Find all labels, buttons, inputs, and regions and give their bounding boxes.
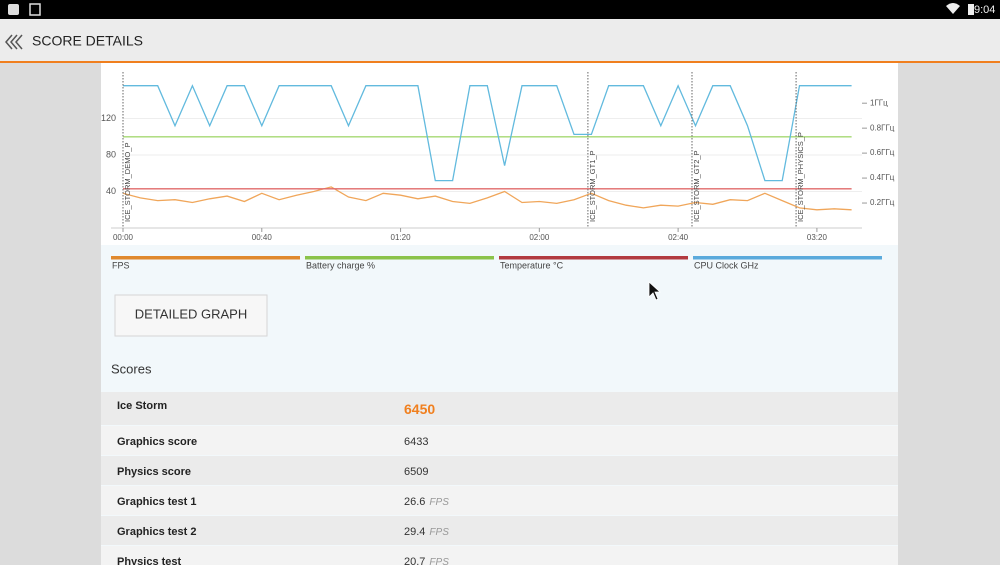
y-tick-label: 120: [101, 113, 116, 123]
wifi-icon: [946, 3, 960, 14]
y2-tick-label: 0.4ГГц: [870, 173, 895, 182]
status-time: 9:04: [974, 4, 995, 16]
score-value: 6433: [404, 436, 428, 448]
score-row: [101, 426, 898, 455]
legend-label: Battery charge %: [306, 260, 375, 270]
score-row: [101, 456, 898, 485]
y-tick-label: 80: [106, 149, 116, 159]
marker-label: ICE_STORM_GT1_P: [588, 150, 597, 222]
x-tick-label: 01:20: [391, 233, 412, 242]
battery-icon: [968, 4, 974, 15]
marker-label: ICE_STORM_DEMO_P: [123, 143, 132, 222]
x-tick-label: 03:20: [807, 233, 828, 242]
series-line: [122, 186, 852, 211]
y2-tick-label: 0.6ГГц: [870, 148, 895, 157]
score-number: 6509: [404, 466, 428, 478]
x-tick-label: 02:00: [529, 233, 550, 242]
score-value: 20.7 FPS: [404, 556, 449, 565]
app-bar-title: SCORE DETAILS: [32, 33, 143, 49]
status-bar: [0, 0, 1000, 19]
chart-area: [101, 63, 898, 245]
score-number: 29.4: [404, 526, 425, 538]
score-number: 26.6: [404, 496, 425, 508]
status-icon: [29, 3, 41, 16]
score-row: [101, 516, 898, 545]
x-tick-label: 00:00: [113, 233, 134, 242]
chart: 40 80 120 0.2ГГц 0.4ГГц 0.6ГГц 0.8ГГц 1ГГц 00:00…: [101, 72, 895, 242]
score-number: 6433: [404, 436, 428, 448]
y2-tick-label: 0.2ГГц: [870, 198, 895, 207]
y2-tick-label: 0.8ГГц: [870, 123, 895, 132]
score-name: Physics score: [117, 466, 191, 478]
series-line: [123, 84, 852, 182]
legend-swatch: [499, 256, 688, 260]
score-name: Ice Storm: [117, 400, 167, 412]
score-name: Graphics test 2: [117, 526, 196, 538]
y-tick-label: 40: [106, 186, 116, 196]
score-name: Graphics test 1: [117, 496, 196, 508]
score-value: 26.6 FPS: [404, 496, 449, 508]
legend-swatch: [693, 256, 882, 260]
legend-swatch: [111, 256, 300, 260]
marker-label: ICE_STORM_PHYSICS_P: [796, 132, 805, 222]
score-value: 6509: [404, 466, 428, 478]
mouse-cursor: [648, 281, 662, 301]
scores-table: Ice Storm 6450 Graphics score 6433 Physics s…: [101, 392, 898, 565]
score-unit: FPS: [429, 557, 449, 565]
score-row: [101, 392, 898, 425]
score-row: [101, 486, 898, 515]
legend: FPS Battery charge % Temperature °C CPU Clo…: [111, 256, 882, 270]
score-value: 6450: [404, 401, 435, 417]
score-number: 6450: [404, 401, 435, 417]
x-tick-label: 02:40: [668, 233, 689, 242]
back-button[interactable]: [5, 34, 23, 50]
app-bar-accent: [0, 61, 1000, 63]
detailed-graph-button[interactable]: [114, 294, 268, 337]
y2-tick-label: 1ГГц: [870, 98, 888, 107]
score-value: 29.4 FPS: [404, 526, 449, 538]
legend-label: Temperature °C: [500, 260, 564, 270]
x-tick-label: 00:40: [252, 233, 273, 242]
score-row: [101, 546, 898, 565]
button-label: DETAILED GRAPH: [135, 306, 247, 321]
legend-swatch: [305, 256, 494, 260]
marker-label: ICE_STORM_GT2_P: [692, 150, 701, 222]
score-unit: FPS: [429, 527, 449, 538]
legend-label: FPS: [112, 260, 130, 270]
app-bar: [0, 19, 1000, 62]
score-name: Graphics score: [117, 436, 197, 448]
scores-title: Scores: [111, 361, 152, 376]
status-icon: [8, 4, 19, 15]
score-name: Physics test: [117, 556, 182, 565]
legend-label: CPU Clock GHz: [694, 260, 759, 270]
score-number: 20.7: [404, 556, 425, 565]
score-unit: FPS: [429, 497, 449, 508]
